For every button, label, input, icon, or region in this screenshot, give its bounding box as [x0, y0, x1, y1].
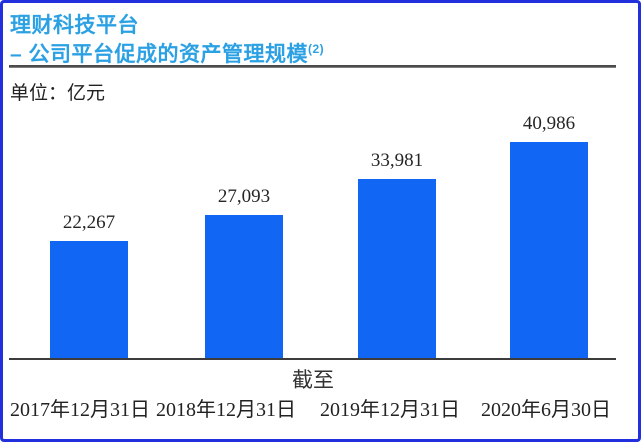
bar-value-label: 22,267: [62, 212, 116, 233]
bar: [50, 241, 128, 358]
chart-subtitle: – 公司平台促成的资产管理规模(2): [10, 38, 324, 68]
x-axis-line: [9, 358, 616, 360]
bar: [205, 215, 283, 358]
bar: [510, 142, 588, 358]
bar-value-label: 33,981: [370, 150, 424, 171]
chart-subtitle-text: – 公司平台促成的资产管理规模: [10, 43, 309, 66]
x-axis-tick-label: 2017年12月31日: [10, 399, 150, 421]
x-axis-tick-label: 2020年6月30日: [481, 399, 611, 421]
bar: [358, 179, 436, 358]
x-axis-title: 截至: [292, 368, 334, 392]
x-axis-tick-label: 2019年12月31日: [320, 399, 460, 421]
unit-label: 单位：亿元: [10, 83, 106, 104]
divider-line: [9, 65, 616, 68]
section-title: 理财科技平台: [10, 14, 139, 37]
x-axis-tick-label: 2018年12月31日: [156, 399, 296, 421]
bar-chart: 22,267 27,093 33,981 40,986 截至 2017年12月3…: [3, 3, 638, 439]
footnote-marker: (2): [308, 42, 325, 56]
bar-value-label: 27,093: [217, 186, 271, 207]
bar-value-label: 40,986: [522, 113, 576, 134]
